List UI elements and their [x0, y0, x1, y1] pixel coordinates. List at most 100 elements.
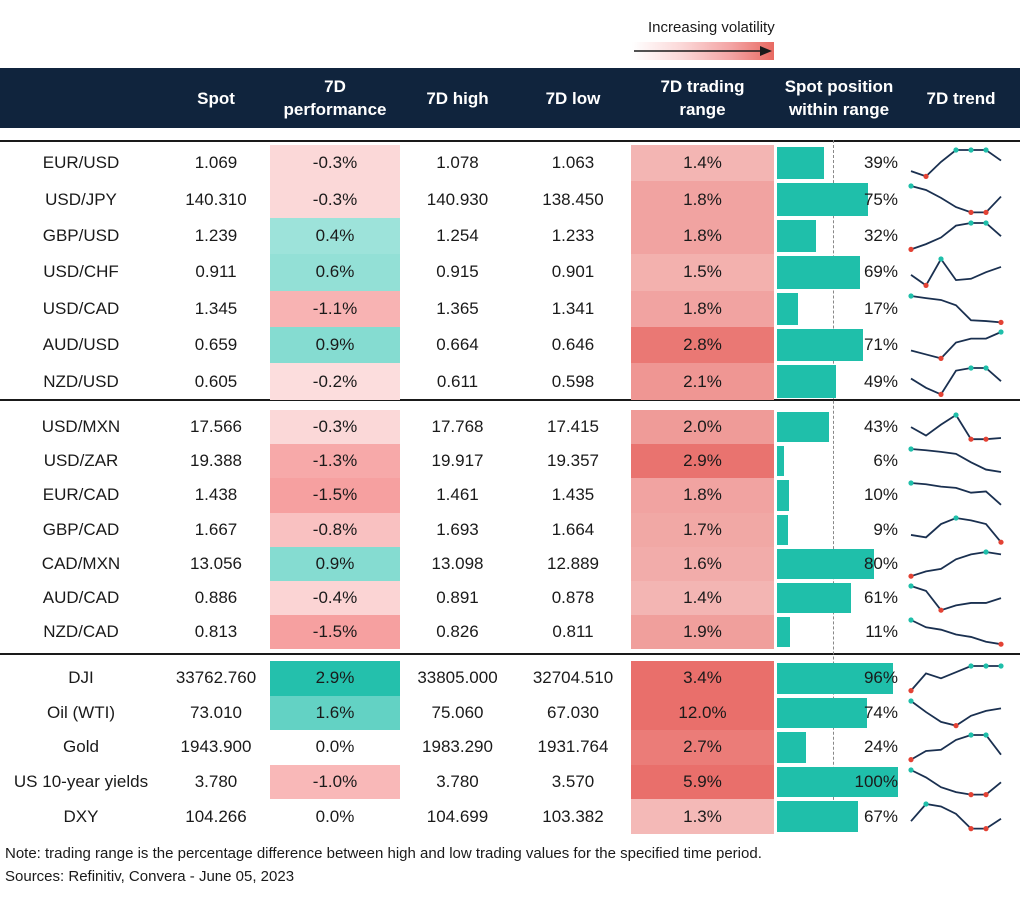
- header-trend: 7D trend: [926, 88, 996, 108]
- asset-name: USD/ZAR: [43, 451, 119, 471]
- asset-name: GBP/CAD: [42, 519, 120, 539]
- trend-cell: [906, 327, 1016, 363]
- high-value: 3.780: [436, 772, 479, 792]
- high-value: 1.693: [436, 519, 479, 539]
- position-percent: 75%: [863, 189, 898, 209]
- trend-line: [910, 482, 1002, 506]
- performance-value: 0.6%: [270, 254, 400, 291]
- trend-sparkline: [910, 147, 1002, 179]
- low-value: 19.357: [547, 451, 599, 471]
- trend-cell: [906, 661, 1016, 696]
- position-bar: [777, 663, 894, 694]
- group-divider: [0, 653, 1020, 655]
- low-value: 1.063: [551, 153, 595, 173]
- trend-line: [910, 550, 1002, 577]
- performance-value: -0.3%: [270, 181, 400, 218]
- position-percent: 74%: [863, 702, 898, 722]
- position-cell: 17%: [774, 291, 904, 327]
- header-low: 7D low: [545, 88, 601, 108]
- trend-sparkline: [908, 767, 1002, 797]
- trend-low-marker: [923, 173, 929, 179]
- trend-line: [910, 803, 1002, 830]
- position-bar: [777, 412, 830, 443]
- spot-value: 0.605: [194, 371, 238, 391]
- trend-line: [910, 257, 1002, 287]
- range-value: 1.8%: [631, 181, 774, 218]
- table-row: EUR/CAD 1.438 -1.5% 1.461 1.435 1.8% 10%: [0, 478, 1020, 513]
- trend-sparkline: [908, 292, 1004, 325]
- range-value: 2.9%: [631, 444, 774, 479]
- performance-value: 0.9%: [270, 546, 400, 581]
- trend-high-marker: [908, 292, 914, 299]
- trend-high-marker: [968, 365, 974, 371]
- header-high: 7D high: [426, 88, 489, 108]
- trend-cell: [906, 145, 1016, 181]
- trend-high-marker: [953, 412, 959, 418]
- range-value: 12.0%: [631, 695, 774, 731]
- high-value: 1.254: [436, 225, 479, 245]
- high-value: 0.915: [436, 262, 479, 282]
- volatility-legend: Increasing volatility: [632, 16, 792, 64]
- range-value: 1.9%: [631, 615, 774, 650]
- table-row: GBP/CAD 1.667 -0.8% 1.693 1.664 1.7% 9%: [0, 512, 1020, 547]
- range-value: 3.4%: [631, 661, 774, 696]
- position-cell: 61%: [774, 581, 904, 615]
- trend-low-marker: [998, 641, 1004, 647]
- table-row: US 10-year yields 3.780 -1.0% 3.780 3.570 5.9…: [0, 764, 1020, 800]
- header-performance: 7D performance: [283, 77, 387, 119]
- trend-cell: [906, 581, 1016, 615]
- range-value: 2.8%: [631, 327, 774, 364]
- trend-low-marker: [908, 573, 914, 579]
- low-value: 17.415: [547, 417, 599, 437]
- trend-high-marker: [953, 147, 959, 153]
- trend-sparkline: [910, 412, 1002, 442]
- trend-low-marker: [968, 826, 974, 832]
- spot-value: 0.659: [194, 335, 238, 355]
- trend-cell: [906, 513, 1016, 547]
- position-percent: 9%: [873, 519, 898, 539]
- trend-low-marker: [953, 722, 959, 728]
- table-row: NZD/USD 0.605 -0.2% 0.611 0.598 2.1% 49%: [0, 363, 1020, 400]
- trend-cell: [906, 291, 1016, 327]
- table-row: EUR/USD 1.069 -0.3% 1.078 1.063 1.4% 39%: [0, 145, 1020, 182]
- trend-low-marker: [983, 826, 989, 832]
- high-value: 140.930: [426, 189, 489, 209]
- asset-name: AUD/USD: [42, 335, 120, 355]
- position-percent: 80%: [863, 553, 898, 573]
- position-percent: 96%: [863, 668, 898, 688]
- spot-value: 1.667: [194, 519, 238, 539]
- position-cell: 49%: [774, 363, 904, 399]
- range-value: 1.3%: [631, 799, 774, 834]
- position-cell: 74%: [774, 696, 904, 731]
- group-divider: [0, 399, 1020, 401]
- trend-sparkline: [910, 365, 1002, 398]
- table-row: USD/CHF 0.911 0.6% 0.915 0.901 1.5% 69%: [0, 254, 1020, 291]
- range-value: 1.8%: [631, 290, 774, 327]
- high-value: 1.461: [436, 485, 479, 505]
- trend-sparkline: [908, 220, 1002, 252]
- position-cell: 43%: [774, 410, 904, 444]
- trend-line: [910, 734, 1002, 761]
- performance-value: -0.3%: [270, 410, 400, 445]
- trend-cell: [906, 696, 1016, 731]
- position-bar: [777, 801, 859, 832]
- performance-value: -1.1%: [270, 290, 400, 327]
- trend-line: [910, 294, 1002, 323]
- table-row: NZD/CAD 0.813 -1.5% 0.826 0.811 1.9% 11%: [0, 615, 1020, 650]
- trend-line: [910, 331, 1002, 360]
- high-value: 33805.000: [417, 668, 498, 688]
- trend-line: [910, 665, 1001, 692]
- trend-sparkline: [910, 514, 1004, 545]
- high-value: 19.917: [431, 451, 484, 471]
- position-cell: 80%: [774, 547, 904, 581]
- low-value: 103.382: [542, 806, 604, 826]
- position-cell: 67%: [774, 799, 904, 834]
- position-cell: 96%: [774, 661, 904, 696]
- trend-cell: [906, 410, 1016, 444]
- trend-sparkline: [908, 732, 1002, 763]
- low-value: 1.435: [551, 485, 595, 505]
- trend-high-marker: [983, 663, 989, 669]
- trend-low-marker: [908, 688, 914, 694]
- low-value: 0.878: [551, 588, 595, 608]
- position-cell: 75%: [774, 181, 904, 217]
